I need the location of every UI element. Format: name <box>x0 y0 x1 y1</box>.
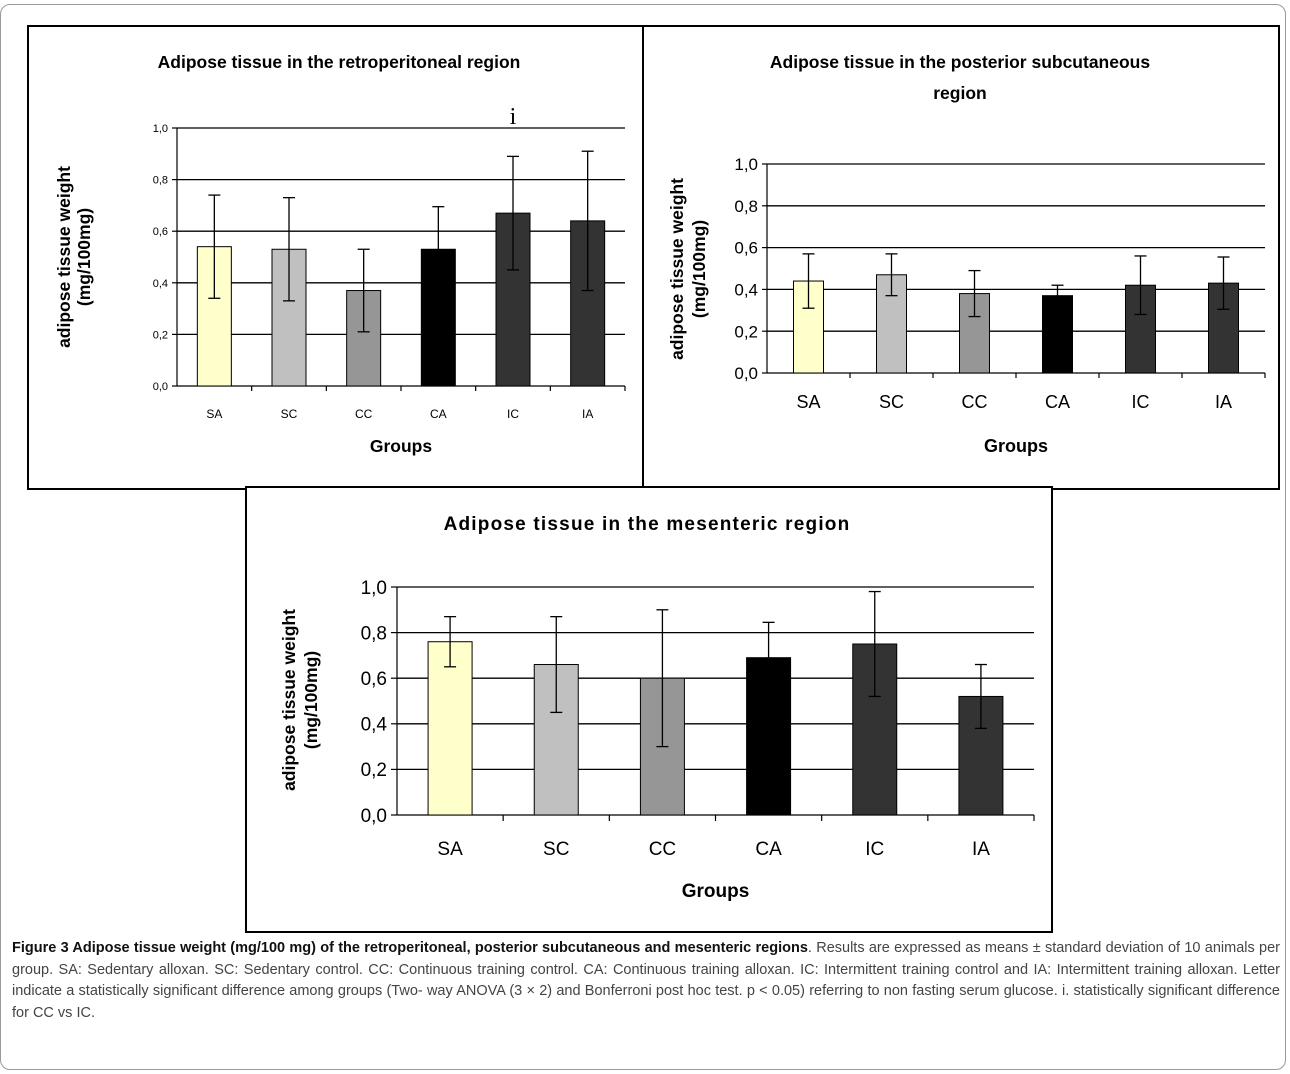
y-axis-label: adipose tissue weight <box>667 178 687 360</box>
x-axis-label: Groups <box>370 436 432 456</box>
x-tick-label: SA <box>796 392 820 412</box>
x-tick-label: CA <box>755 839 782 860</box>
y-tick-label: 1,0 <box>153 123 168 135</box>
y-tick-label: 0,2 <box>734 322 758 341</box>
x-tick-label: IA <box>972 839 990 860</box>
x-tick-label: CA <box>430 407 447 421</box>
x-tick-label: CC <box>649 839 676 860</box>
significance-annotation: i <box>510 104 517 130</box>
chart-posterior-subcutaneous: Adipose tissue in the posterior subcutan… <box>667 52 1266 456</box>
chart-retroperitoneal: Adipose tissue in the retroperitoneal re… <box>54 52 626 456</box>
x-tick-label: CA <box>1045 392 1070 412</box>
y-tick-label: 1,0 <box>734 155 758 174</box>
y-tick-label: 0,2 <box>361 760 387 781</box>
x-tick-label: IC <box>507 407 519 421</box>
y-axis-label: adipose tissue weight <box>54 166 74 348</box>
x-tick-label: IA <box>1215 392 1232 412</box>
y-axis-label: (mg/100mg) <box>301 651 321 749</box>
y-tick-label: 0,4 <box>734 281 758 300</box>
y-tick-label: 0,0 <box>734 364 758 383</box>
bar-sa <box>427 641 473 816</box>
x-tick-label: IC <box>1132 392 1150 412</box>
x-tick-label: SA <box>437 839 463 860</box>
x-tick-label: IC <box>865 839 884 860</box>
x-axis-label: Groups <box>682 881 750 902</box>
y-tick-label: 0,0 <box>153 381 168 393</box>
y-axis-label: (mg/100mg) <box>74 208 94 306</box>
y-axis-label: adipose tissue weight <box>279 609 299 791</box>
y-tick-label: 0,6 <box>153 226 168 238</box>
chart-title: Adipose tissue in the posterior subcutan… <box>770 52 1150 72</box>
y-tick-label: 0,2 <box>153 329 168 341</box>
y-tick-label: 0,8 <box>153 175 168 187</box>
chart-title: region <box>933 83 986 103</box>
y-tick-label: 0,4 <box>153 278 168 290</box>
chart-panel-mesenteric: Adipose tissue in the mesenteric region 0… <box>245 486 1053 933</box>
x-tick-label: SA <box>206 407 222 421</box>
chart-panel-retroperitoneal: Adipose tissue in the retroperitoneal re… <box>27 25 644 490</box>
x-tick-label: CC <box>962 392 988 412</box>
y-tick-label: 0,0 <box>361 806 387 827</box>
y-axis-label: (mg/100mg) <box>689 220 709 318</box>
chart-title: Adipose tissue in the retroperitoneal re… <box>158 52 521 72</box>
chart-mesenteric: Adipose tissue in the mesenteric region 0… <box>279 514 1035 902</box>
x-tick-label: SC <box>543 839 569 860</box>
x-axis-label: Groups <box>984 436 1048 456</box>
x-tick-label: SC <box>879 392 904 412</box>
y-tick-label: 1,0 <box>361 578 387 599</box>
y-tick-label: 0,8 <box>734 197 758 216</box>
chart-panel-posterior-subcutaneous: Adipose tissue in the posterior subcutan… <box>642 25 1280 490</box>
x-tick-label: SC <box>281 407 298 421</box>
y-tick-label: 0,4 <box>361 715 388 736</box>
y-tick-label: 0,6 <box>734 239 758 258</box>
y-tick-label: 0,8 <box>361 623 387 644</box>
figure-caption: Figure 3 Adipose tissue weight (mg/100 m… <box>12 938 1280 1024</box>
x-tick-label: CC <box>355 407 373 421</box>
caption-body: . Results are expressed as means ± stand… <box>12 940 1280 1021</box>
chart-title: Adipose tissue in the mesenteric region <box>444 514 851 535</box>
x-tick-label: IA <box>582 407 593 421</box>
bar-ca <box>1042 295 1073 374</box>
figure-frame: Adipose tissue in the retroperitoneal re… <box>0 4 1286 1070</box>
y-tick-label: 0,6 <box>361 669 387 690</box>
caption-heading: Figure 3 Adipose tissue weight (mg/100 m… <box>12 940 808 956</box>
